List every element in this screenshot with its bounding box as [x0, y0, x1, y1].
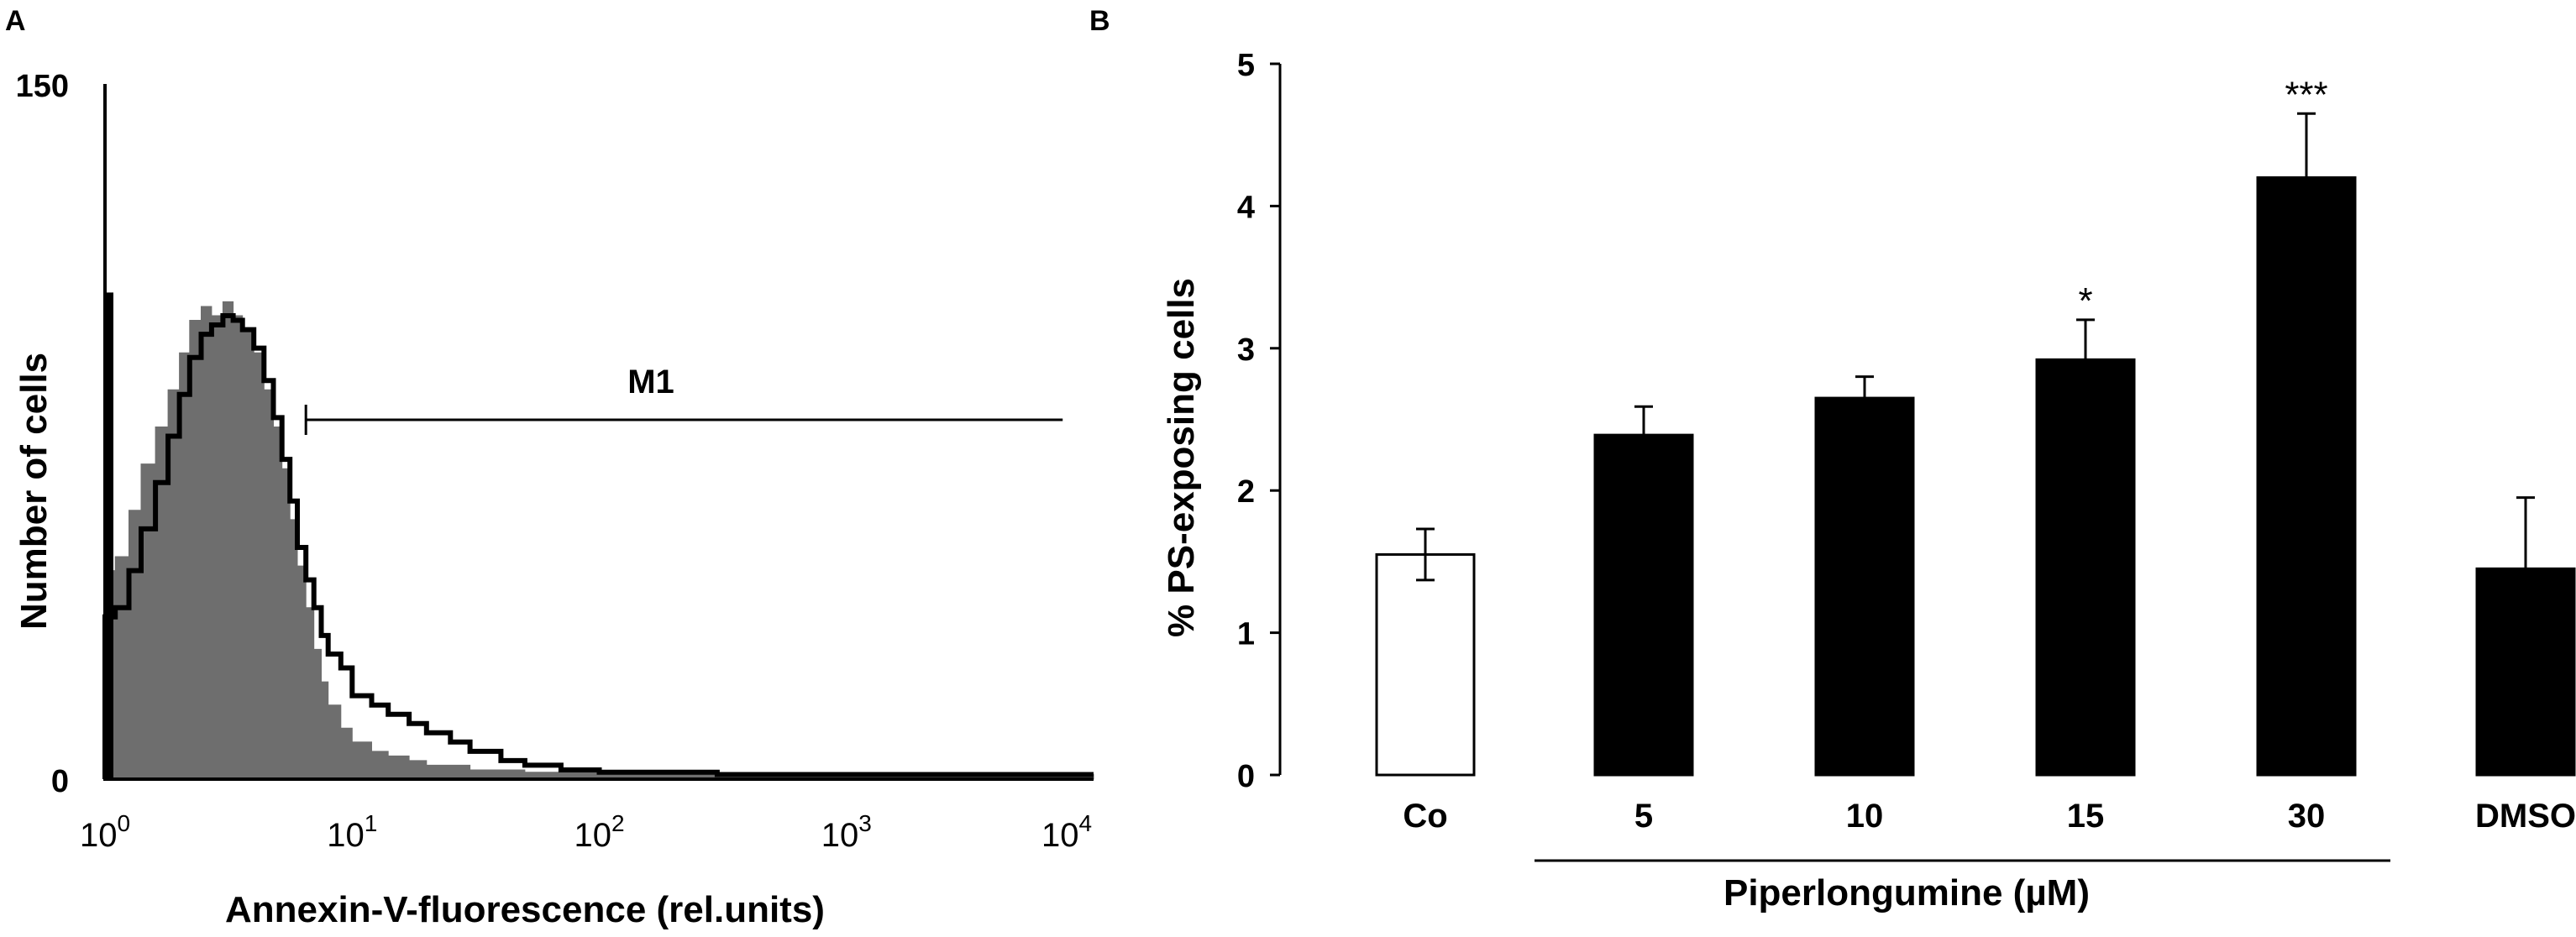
panel-a-x-tick-label: 101	[327, 810, 377, 854]
x-category-label: 10	[1846, 798, 1884, 835]
panel-a-x-tick-label: 102	[574, 810, 624, 854]
panel-b-y-tick-label: 4	[1237, 190, 1255, 225]
x-category-label: 15	[2067, 798, 2105, 835]
bar-30	[2256, 176, 2357, 777]
histogram-control-filled	[104, 301, 1094, 780]
significance-marker: ***	[2285, 74, 2327, 115]
histogram-treated-outline	[102, 313, 1094, 779]
panel-a-x-tick-label: 103	[821, 810, 872, 854]
panel-b-y-axis-label: % PS-exposing cells	[1161, 278, 1202, 637]
x-category-label: 5	[1634, 798, 1653, 835]
bar-5	[1593, 433, 1694, 777]
bar-15	[2035, 358, 2136, 777]
panel-a-y-tick-label-150: 150	[16, 69, 69, 104]
x-category-label: 30	[2288, 798, 2326, 835]
panel-a-y-axis-label: Number of cells	[13, 353, 55, 630]
panel-b-y-tick-label: 2	[1237, 474, 1255, 510]
x-category-label: DMSO	[2475, 798, 2576, 835]
panel-b-bar-chart: 0 1 2 3 4 5 Co 5 10 * 15 *** 30 DMSO	[1237, 48, 2576, 862]
panel-a-x-axis-label: Annexin-V-fluorescence (rel.units)	[225, 889, 825, 930]
panel-b-y-tick-label: 0	[1237, 759, 1255, 794]
panel-b-y-tick-label: 5	[1237, 48, 1255, 83]
panel-b-y-tick-label: 1	[1237, 617, 1255, 652]
panel-b-label: B	[1089, 5, 1110, 37]
panel-a-x-tick-label: 104	[1041, 810, 1092, 854]
panel-a-y-tick-label-0: 0	[51, 764, 69, 799]
bar-dmso	[2475, 567, 2576, 777]
bar-co	[1375, 552, 1476, 777]
significance-marker: *	[2078, 280, 2092, 322]
gate-m1-label: M1	[627, 364, 674, 400]
panel-a-label: A	[5, 5, 26, 37]
histogram-first-channel-spike	[107, 292, 113, 779]
panel-b-y-tick-label: 3	[1237, 332, 1255, 368]
panel-b-x-axis-label: Piperlongumine (µM)	[1723, 872, 2090, 913]
x-category-label: Co	[1403, 798, 1447, 835]
bar-10	[1814, 396, 1915, 777]
panel-a-histogram: 0 150 100 101 102 103 104 M1	[16, 69, 1094, 854]
panel-a-x-tick-label: 100	[80, 810, 130, 854]
